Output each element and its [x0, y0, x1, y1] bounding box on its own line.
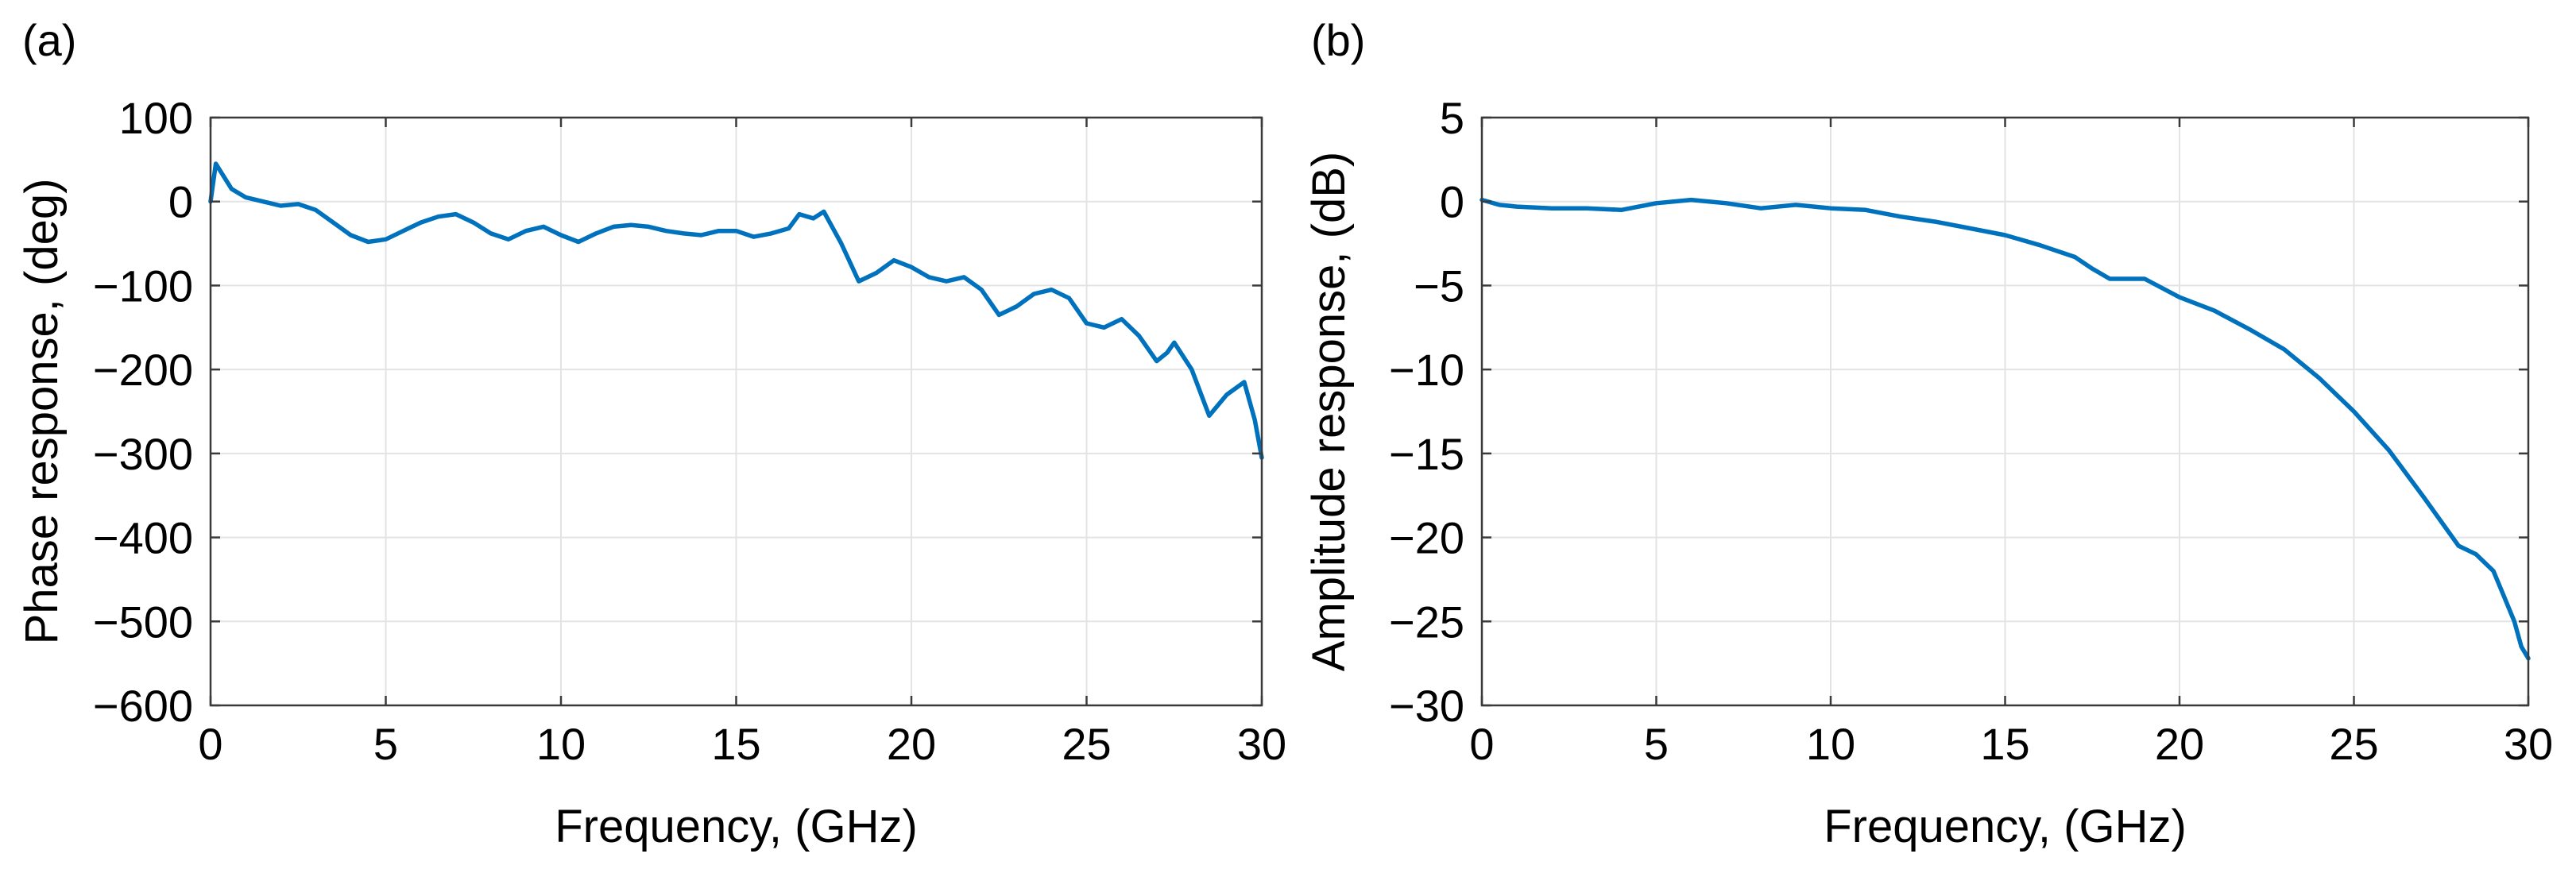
x-tick-label: 25: [1062, 719, 1111, 769]
x-tick-label: 20: [2155, 719, 2204, 769]
y-tick-label: 0: [1440, 177, 1464, 227]
y-tick-label: −200: [93, 345, 193, 395]
x-tick-label: 10: [1806, 719, 1855, 769]
y-tick-label: −300: [93, 429, 193, 479]
x-axis-label: Frequency, (GHz): [1824, 801, 2187, 852]
x-tick-label: 20: [887, 719, 936, 769]
y-tick-label: −400: [93, 513, 193, 563]
y-tick-label: −30: [1389, 681, 1464, 731]
y-axis-label: Amplitude response, (dB): [1303, 152, 1355, 671]
y-tick-label: −15: [1389, 429, 1464, 479]
chart-panel-a: (a) 0 5 10 15 20 25 30 100 0 −100 −200 −300 −400 −500 −…: [16, 15, 1286, 852]
x-tick-label: 5: [1644, 719, 1669, 769]
y-tick-label: −10: [1389, 345, 1464, 395]
y-tick-label: 100: [119, 93, 193, 143]
panel-label: (b): [1311, 15, 1365, 65]
y-tick-label: −600: [93, 681, 193, 731]
x-tick-label: 25: [2329, 719, 2378, 769]
x-tick-label: 0: [1469, 719, 1494, 769]
x-tick-label: 10: [536, 719, 586, 769]
x-tick-label: 30: [1237, 719, 1286, 769]
data-series-line: [1479, 197, 2531, 661]
y-tick-label: 0: [168, 177, 193, 227]
data-series-line: [208, 161, 1264, 460]
x-tick-label: 5: [373, 719, 398, 769]
y-tick-label: −500: [93, 597, 193, 647]
x-tick-label: 0: [198, 719, 222, 769]
panel-label: (a): [22, 15, 76, 65]
y-tick-label: −100: [93, 261, 193, 311]
y-tick-label: −25: [1389, 597, 1464, 647]
y-tick-label: −20: [1389, 513, 1464, 563]
x-tick-label: 15: [711, 719, 760, 769]
x-axis-label: Frequency, (GHz): [555, 801, 918, 852]
y-tick-label: 5: [1440, 93, 1464, 143]
y-tick-label: −5: [1414, 261, 1464, 311]
y-axis-label: Phase response, (deg): [16, 179, 68, 645]
x-tick-label: 15: [1980, 719, 2029, 769]
x-tick-label: 30: [2504, 719, 2553, 769]
chart-panel-b: (b) 0 5 10 15 20 25 30 5 0 −5 −10 −15 −20 −25 −30 Freque…: [1303, 15, 2553, 852]
